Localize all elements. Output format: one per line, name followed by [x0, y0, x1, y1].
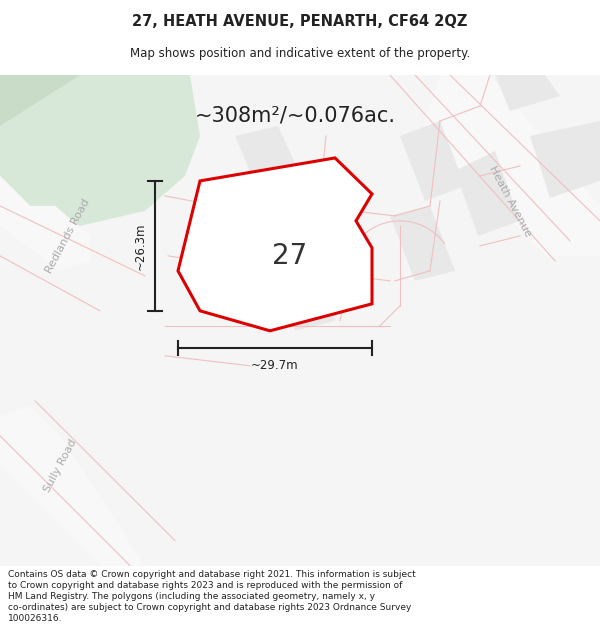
- Text: co-ordinates) are subject to Crown copyright and database rights 2023 Ordnance S: co-ordinates) are subject to Crown copyr…: [8, 603, 411, 612]
- Text: Contains OS data © Crown copyright and database right 2021. This information is : Contains OS data © Crown copyright and d…: [8, 571, 416, 579]
- Text: Sully Road: Sully Road: [42, 438, 78, 494]
- Polygon shape: [495, 75, 560, 111]
- Text: ~308m²/~0.076ac.: ~308m²/~0.076ac.: [194, 106, 395, 126]
- Polygon shape: [0, 75, 200, 226]
- Polygon shape: [400, 121, 465, 201]
- Polygon shape: [420, 75, 600, 256]
- Text: Redlands Road: Redlands Road: [44, 197, 92, 275]
- Polygon shape: [235, 126, 310, 206]
- Polygon shape: [178, 158, 372, 331]
- Text: Heath Avenue: Heath Avenue: [487, 164, 533, 238]
- Text: 27: 27: [272, 242, 308, 270]
- Text: ~26.3m: ~26.3m: [133, 222, 146, 269]
- Text: to Crown copyright and database rights 2023 and is reproduced with the permissio: to Crown copyright and database rights 2…: [8, 581, 402, 591]
- Text: 27, HEATH AVENUE, PENARTH, CF64 2QZ: 27, HEATH AVENUE, PENARTH, CF64 2QZ: [133, 14, 467, 29]
- Polygon shape: [0, 176, 90, 271]
- Polygon shape: [0, 75, 80, 126]
- Text: ~29.7m: ~29.7m: [251, 359, 299, 372]
- Text: 100026316.: 100026316.: [8, 614, 62, 623]
- Text: HM Land Registry. The polygons (including the associated geometry, namely x, y: HM Land Registry. The polygons (includin…: [8, 592, 375, 601]
- Polygon shape: [455, 151, 520, 236]
- Polygon shape: [530, 121, 600, 198]
- Polygon shape: [0, 406, 145, 566]
- Polygon shape: [270, 206, 335, 331]
- Polygon shape: [390, 206, 455, 281]
- Text: Map shows position and indicative extent of the property.: Map shows position and indicative extent…: [130, 48, 470, 61]
